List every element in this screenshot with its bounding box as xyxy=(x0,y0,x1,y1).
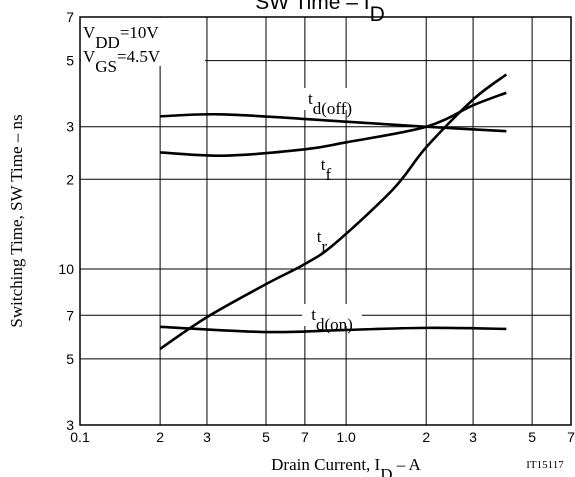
label-background xyxy=(300,88,360,110)
series-line xyxy=(160,325,507,334)
conditions-box xyxy=(81,18,205,66)
y-tick-label: 5 xyxy=(66,351,74,367)
series-label-part: t xyxy=(321,155,326,174)
x-axis-label-part: – A xyxy=(393,455,422,474)
series-line xyxy=(160,91,507,157)
y-tick-label: 7 xyxy=(66,307,74,323)
x-tick-label: 1.0 xyxy=(336,429,356,445)
x-tick-label: 3 xyxy=(469,429,477,445)
y-tick-label: 3 xyxy=(66,417,74,433)
chart-title-part: D xyxy=(370,3,385,26)
x-tick-label: 2 xyxy=(156,429,164,445)
series-label-part: t xyxy=(317,227,322,246)
x-tick-label: 7 xyxy=(301,429,309,445)
label-background xyxy=(302,304,362,326)
series-label: td(on) xyxy=(311,305,353,334)
series-label-part: t xyxy=(308,89,313,108)
x-axis-label-part: D xyxy=(380,465,392,477)
x-tick-label: 7 xyxy=(567,429,575,445)
y-tick-label: 2 xyxy=(66,171,74,187)
y-tick-label: 10 xyxy=(58,261,74,277)
chart-title: SW Time – ID xyxy=(255,0,385,26)
figure-id: IT15117 xyxy=(526,459,564,471)
condition-part: DD xyxy=(95,33,120,52)
x-tick-label: 5 xyxy=(262,429,270,445)
condition-part: GS xyxy=(95,57,117,76)
y-tick-label: 7 xyxy=(66,9,74,25)
series-label-part: d(on) xyxy=(316,315,353,334)
x-tick-label: 5 xyxy=(528,429,536,445)
series-label-part: d(off) xyxy=(313,99,352,118)
condition: VGS=4.5V xyxy=(83,47,161,76)
condition-part: =4.5V xyxy=(117,47,161,66)
y-tick-label: 5 xyxy=(66,53,74,69)
condition-part: V xyxy=(83,47,96,66)
series-line xyxy=(159,73,508,350)
condition-part: V xyxy=(83,23,96,42)
x-tick-label: 2 xyxy=(422,429,430,445)
chart-title-part: SW Time – I xyxy=(255,0,369,14)
x-tick-label: 3 xyxy=(203,429,211,445)
y-axis-label: Switching Time, SW Time – ns xyxy=(7,114,26,327)
series-label: tr xyxy=(317,227,328,256)
series-label-part: r xyxy=(322,237,328,256)
series-line xyxy=(160,112,507,133)
x-tick-label: 0.1 xyxy=(70,429,90,445)
x-axis-label: Drain Current, ID – A xyxy=(271,455,421,477)
series-label: tf xyxy=(321,155,332,184)
y-tick-label: 3 xyxy=(66,119,74,135)
plot-frame xyxy=(79,16,572,426)
series-label-part: f xyxy=(326,165,332,184)
series-label-part: t xyxy=(311,305,316,324)
series-label: td(off) xyxy=(308,89,352,118)
condition-part: =10V xyxy=(120,23,160,42)
condition: VDD=10V xyxy=(83,23,159,52)
x-axis-label-part: Drain Current, I xyxy=(271,455,380,474)
